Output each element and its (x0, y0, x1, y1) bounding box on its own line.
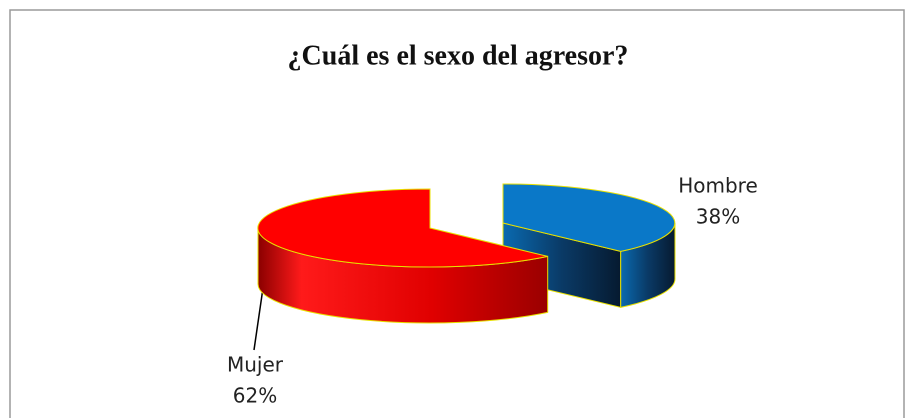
pie (257, 183, 676, 324)
chart-frame (9, 9, 905, 418)
slice-top (502, 183, 676, 252)
slice-label: Mujer (227, 353, 284, 377)
chart-title: ¿Cuál es el sexo del agresor? (288, 40, 629, 71)
slice-value-label: 38% (696, 205, 740, 229)
slice-value-label: 62% (233, 384, 277, 408)
slice-label: Hombre (678, 174, 758, 198)
slice-top (257, 188, 548, 268)
leader-line (253, 287, 264, 351)
